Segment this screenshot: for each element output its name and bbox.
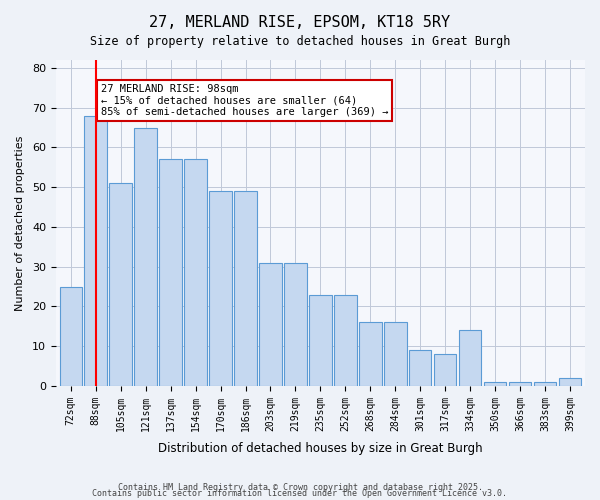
Text: Contains HM Land Registry data © Crown copyright and database right 2025.: Contains HM Land Registry data © Crown c… — [118, 484, 482, 492]
Bar — [334, 294, 356, 386]
Bar — [309, 294, 332, 386]
Bar — [534, 382, 556, 386]
Bar — [409, 350, 431, 386]
Text: Contains public sector information licensed under the Open Government Licence v3: Contains public sector information licen… — [92, 490, 508, 498]
Bar — [59, 286, 82, 386]
Bar — [85, 116, 107, 386]
Bar — [384, 322, 407, 386]
Text: 27, MERLAND RISE, EPSOM, KT18 5RY: 27, MERLAND RISE, EPSOM, KT18 5RY — [149, 15, 451, 30]
Bar — [234, 191, 257, 386]
Bar — [160, 160, 182, 386]
Bar — [459, 330, 481, 386]
Bar — [484, 382, 506, 386]
Text: 27 MERLAND RISE: 98sqm
← 15% of detached houses are smaller (64)
85% of semi-det: 27 MERLAND RISE: 98sqm ← 15% of detached… — [101, 84, 388, 117]
Bar — [559, 378, 581, 386]
Text: Size of property relative to detached houses in Great Burgh: Size of property relative to detached ho… — [90, 35, 510, 48]
Bar — [509, 382, 532, 386]
Bar — [134, 128, 157, 386]
Bar — [184, 160, 207, 386]
Bar — [359, 322, 382, 386]
Y-axis label: Number of detached properties: Number of detached properties — [15, 136, 25, 310]
Bar — [109, 183, 132, 386]
Bar — [284, 262, 307, 386]
Bar — [259, 262, 282, 386]
Bar — [209, 191, 232, 386]
Bar — [434, 354, 457, 386]
X-axis label: Distribution of detached houses by size in Great Burgh: Distribution of detached houses by size … — [158, 442, 483, 455]
